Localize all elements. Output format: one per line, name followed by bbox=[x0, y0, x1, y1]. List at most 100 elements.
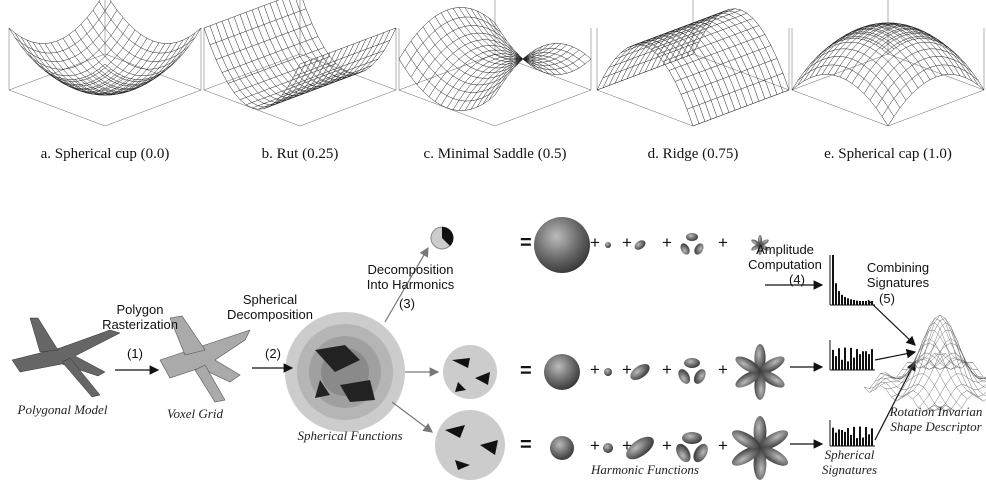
histogram-bar bbox=[850, 435, 852, 446]
step-label: Spherical Decomposition bbox=[225, 292, 315, 322]
histogram-bar bbox=[850, 348, 852, 370]
wire bbox=[63, 43, 159, 95]
equals: = bbox=[520, 360, 532, 383]
histogram-bar bbox=[835, 356, 837, 370]
plot-axis bbox=[597, 90, 693, 126]
wire bbox=[935, 353, 986, 392]
harmonic-dot bbox=[603, 443, 613, 453]
wire bbox=[51, 43, 147, 95]
wire bbox=[288, 0, 384, 78]
wire bbox=[447, 56, 543, 108]
histogram-bar bbox=[847, 428, 849, 446]
plus: + bbox=[718, 360, 728, 380]
wire bbox=[639, 29, 735, 110]
equals: = bbox=[520, 434, 532, 457]
histogram-bar bbox=[868, 301, 870, 305]
wire bbox=[258, 73, 354, 109]
wire bbox=[858, 37, 954, 89]
harmonic-lobe bbox=[682, 432, 702, 444]
wire bbox=[615, 38, 711, 119]
plot-axis bbox=[105, 54, 201, 90]
histogram-bar bbox=[844, 432, 846, 446]
wire bbox=[489, 18, 585, 70]
histogram-bar bbox=[841, 360, 843, 370]
wire bbox=[9, 0, 105, 44]
histogram-bar bbox=[859, 427, 861, 446]
histogram-bar bbox=[838, 291, 840, 305]
wire bbox=[822, 37, 918, 89]
step-number: (1) bbox=[120, 346, 150, 361]
histogram-bar bbox=[868, 354, 870, 370]
histogram-bar bbox=[832, 428, 834, 446]
wire bbox=[888, 74, 984, 126]
plus: + bbox=[622, 436, 632, 456]
spherical-functions bbox=[285, 312, 405, 432]
wire bbox=[621, 36, 717, 117]
caption: e. Spherical cap (1.0) bbox=[793, 146, 983, 163]
wire bbox=[75, 30, 171, 82]
histogram-bar bbox=[841, 430, 843, 446]
wire bbox=[902, 315, 978, 398]
plot-axis bbox=[9, 90, 105, 126]
histogram-bar bbox=[862, 351, 864, 370]
plot-axis bbox=[792, 90, 888, 126]
histogram-bar bbox=[850, 299, 852, 305]
histogram-bar bbox=[859, 354, 861, 370]
wire bbox=[882, 65, 978, 117]
wire bbox=[489, 48, 585, 100]
wire bbox=[39, 30, 135, 82]
plot-axis bbox=[9, 54, 105, 90]
wire bbox=[918, 357, 986, 408]
surface-plot bbox=[204, 0, 396, 126]
plus: + bbox=[622, 360, 632, 380]
wire bbox=[15, 2, 111, 54]
harmonic-lobe bbox=[684, 358, 700, 368]
wire bbox=[477, 11, 573, 63]
histogram-bar bbox=[865, 351, 867, 370]
wire bbox=[834, 24, 930, 76]
wire bbox=[687, 73, 783, 109]
wire bbox=[204, 0, 300, 28]
histogram-bar bbox=[853, 427, 855, 446]
histogram-bar bbox=[865, 301, 867, 305]
caption: Harmonic Functions bbox=[585, 462, 705, 477]
wire bbox=[471, 9, 567, 61]
histogram-bar bbox=[856, 349, 858, 370]
harmonic-lobe bbox=[691, 367, 708, 386]
wire bbox=[99, 2, 195, 54]
histogram-bar bbox=[871, 428, 873, 446]
step-label: Combining Signatures bbox=[858, 260, 938, 290]
figure: a. Spherical cup (0.0) b. Rut (0.25) c. … bbox=[0, 0, 986, 481]
wire bbox=[792, 74, 888, 126]
harmonic-lobe bbox=[686, 233, 698, 241]
caption: Voxel Grid bbox=[150, 406, 240, 421]
caption: Spherical Functions bbox=[290, 428, 410, 443]
wire bbox=[477, 56, 573, 108]
plot-axis bbox=[888, 90, 984, 126]
histogram-bar bbox=[841, 295, 843, 305]
harmonic-sphere bbox=[550, 436, 574, 460]
histogram-bar bbox=[838, 348, 840, 370]
wire bbox=[441, 13, 537, 65]
histogram-bar bbox=[835, 283, 837, 305]
step-label: Amplitude Computation bbox=[740, 242, 830, 272]
surface-plot bbox=[9, 0, 201, 126]
plot-axis bbox=[105, 90, 201, 126]
histogram-bar bbox=[871, 349, 873, 370]
caption: Spherical Signatures bbox=[812, 447, 887, 477]
histogram-bar bbox=[865, 427, 867, 446]
wire bbox=[258, 8, 354, 89]
surface-plot bbox=[597, 0, 789, 126]
step-label: Polygon Rasterization bbox=[95, 302, 185, 332]
caption: Rotation Invarian Shape Descriptor bbox=[880, 404, 986, 434]
step-label: Decomposition Into Harmonics bbox=[358, 262, 463, 292]
wire bbox=[276, 1, 372, 82]
figure-graphics bbox=[0, 0, 986, 481]
wire bbox=[929, 359, 986, 390]
step-number: (4) bbox=[782, 272, 812, 287]
wire bbox=[300, 28, 396, 64]
histogram-bar bbox=[847, 361, 849, 370]
step-number: (5) bbox=[872, 291, 902, 306]
plot-axis bbox=[300, 90, 396, 126]
wire bbox=[105, 0, 201, 44]
